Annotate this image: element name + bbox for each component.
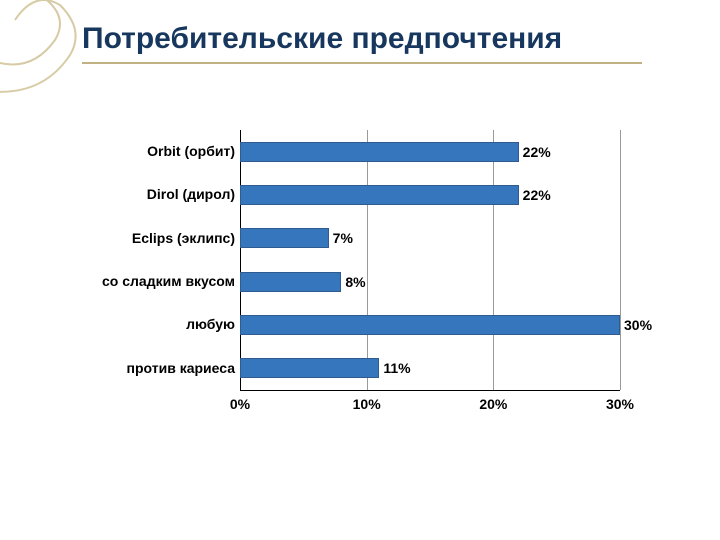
bar-row: 30% [240, 303, 620, 346]
category-label: Orbit (орбит) [57, 130, 235, 173]
bar-row: 11% [240, 347, 620, 390]
title-underline [82, 62, 642, 64]
bar [240, 272, 341, 292]
x-axis [240, 390, 620, 391]
bar-row: 22% [240, 130, 620, 173]
bar [240, 228, 329, 248]
x-tick-label: 20% [479, 396, 507, 412]
x-tick-label: 30% [606, 396, 634, 412]
bar [240, 142, 519, 162]
bar-chart: 0% 10% 20% 30% 22% 22% 7% 8% 30% 11% Orbit (орбит… [50, 130, 670, 430]
x-tick-label: 0% [230, 396, 250, 412]
grid-line [620, 130, 621, 390]
category-label: со сладким вкусом [57, 260, 235, 303]
bar [240, 185, 519, 205]
data-label: 11% [383, 358, 410, 378]
category-label: против кариеса [57, 347, 235, 390]
plot-area: 0%10%20%30%22%22%7%8%30%11% [240, 130, 620, 390]
data-label: 7% [333, 228, 353, 248]
category-label: Eclips (эклипс) [57, 217, 235, 260]
bar [240, 358, 379, 378]
bar-row: 22% [240, 173, 620, 216]
bar-row: 8% [240, 260, 620, 303]
corner-decoration [0, 0, 90, 110]
category-label: Dirol (дирол) [57, 173, 235, 216]
data-label: 30% [624, 315, 652, 335]
bar-row: 7% [240, 217, 620, 260]
data-label: 22% [523, 142, 551, 162]
data-label: 8% [345, 272, 365, 292]
slide: Потребительские предпочтения 0% 10% 20% 30%… [0, 0, 720, 540]
data-label: 22% [523, 185, 551, 205]
category-label: любую [57, 303, 235, 346]
bar [240, 315, 620, 335]
x-tick-label: 10% [353, 396, 381, 412]
page-title: Потребительские предпочтения [82, 22, 562, 56]
